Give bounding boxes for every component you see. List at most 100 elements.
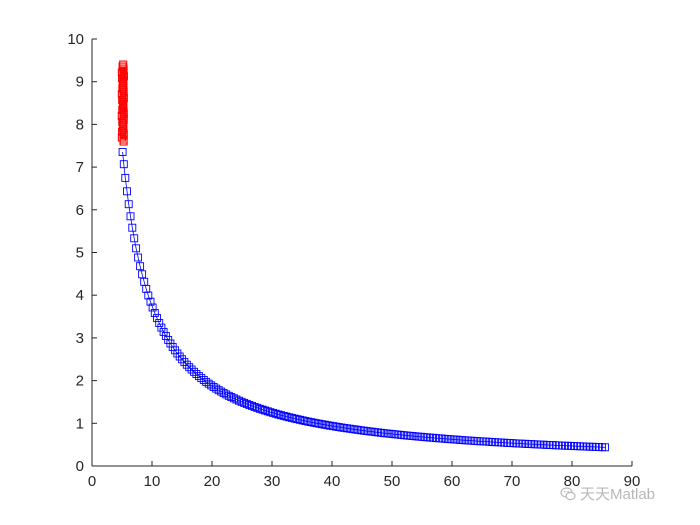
y-tick-label: 5 [76,245,84,262]
data-point-blue [250,402,259,411]
data-point-blue [118,148,127,156]
data-point-blue [119,160,128,169]
data-point-blue [224,391,233,400]
data-point-blue [153,314,161,323]
data-point-blue [157,323,166,332]
x-tick-label: 60 [444,473,461,490]
data-point-red [118,62,127,71]
data-point-blue [269,408,278,417]
plot-area [92,39,632,466]
data-point-blue [237,397,246,406]
data-point-blue [130,234,139,243]
wechat-icon [560,486,576,500]
data-point-blue [128,223,137,232]
x-tick-label: 50 [384,473,401,490]
data-point-blue [315,419,324,428]
data-point-blue [277,411,286,420]
data-point-blue [255,404,264,413]
data-point-blue [229,394,238,403]
data-point-blue [214,386,223,395]
data-point-blue [290,414,299,423]
series-layer [117,60,609,452]
data-point-blue [148,303,157,312]
data-point-blue [155,319,164,327]
data-point-blue [146,297,155,306]
data-point-blue [323,421,332,430]
data-point-blue [601,443,609,452]
data-point-blue [263,407,272,416]
y-tick-label: 3 [76,330,84,347]
data-point-blue [304,417,313,426]
data-point-blue [138,270,147,279]
y-tick-label: 6 [76,202,84,219]
x-tick-label: 70 [504,473,521,490]
data-point-blue [136,262,145,271]
data-point-blue [274,410,283,419]
data-point-blue [175,352,184,361]
data-point-blue [293,415,302,424]
data-point-blue [123,187,131,196]
data-point-blue [253,403,262,412]
data-point-blue [192,370,201,378]
data-point-blue [235,396,243,405]
data-point-blue [266,408,275,417]
data-point-blue [245,401,254,409]
data-point-blue [296,415,304,424]
data-point-blue [144,291,153,300]
data-point-blue [258,405,267,414]
data-point-blue [279,411,288,420]
data-point-blue [306,418,315,427]
data-point-blue [298,416,307,425]
x-tick-label: 0 [88,473,96,490]
x-tick-label: 80 [564,473,581,490]
data-point-blue [285,413,294,422]
data-point-blue [124,200,133,209]
data-point-blue [178,355,187,364]
y-tick-label: 4 [76,287,84,304]
data-point-blue [132,244,141,253]
y-tick-label: 9 [76,74,84,91]
data-point-blue [334,423,343,431]
data-point-blue [217,387,226,396]
data-point-blue [301,417,310,425]
data-point-blue [173,349,182,358]
data-point-blue [261,406,270,415]
axes: 0 10 20 30 40 50 60 70 80 90 0 1 2 3 4 5 6 7 8 9 10 [67,31,640,490]
data-point-blue [282,412,291,421]
data-point-blue [159,327,168,336]
y-tick-label: 7 [76,159,84,176]
data-point-blue [219,389,228,398]
data-point-blue [150,309,159,317]
data-point-blue [134,253,143,262]
y-tick-label: 1 [76,415,84,432]
y-tick-label: 0 [76,458,84,475]
data-point-blue [185,363,194,372]
watermark-text: 天天Matlab [580,486,656,503]
data-point-blue [232,395,241,404]
data-point-blue [187,365,196,374]
data-point-blue [190,367,198,376]
y-tick-label: 10 [67,31,84,48]
data-point-blue [248,401,256,410]
x-tick-label: 10 [144,473,161,490]
data-point-blue [182,360,191,369]
y-tick-label: 8 [76,116,84,133]
data-point-blue [126,212,135,221]
data-point-blue [317,420,326,429]
data-point-blue [242,399,251,408]
x-tick-label: 40 [324,473,341,490]
data-point-blue [121,173,130,182]
x-tick-label: 90 [624,473,641,490]
data-point-red [119,60,128,69]
data-point-blue [180,358,189,367]
data-point-blue [227,393,236,401]
data-point-blue [312,419,321,428]
data-point-blue [240,398,249,407]
data-point-blue [287,413,296,422]
data-point-blue [320,420,329,429]
data-point-blue [212,384,221,393]
watermark: 天天Matlab [560,483,655,504]
y-tick-label: 2 [76,373,84,390]
x-tick-label: 30 [264,473,281,490]
